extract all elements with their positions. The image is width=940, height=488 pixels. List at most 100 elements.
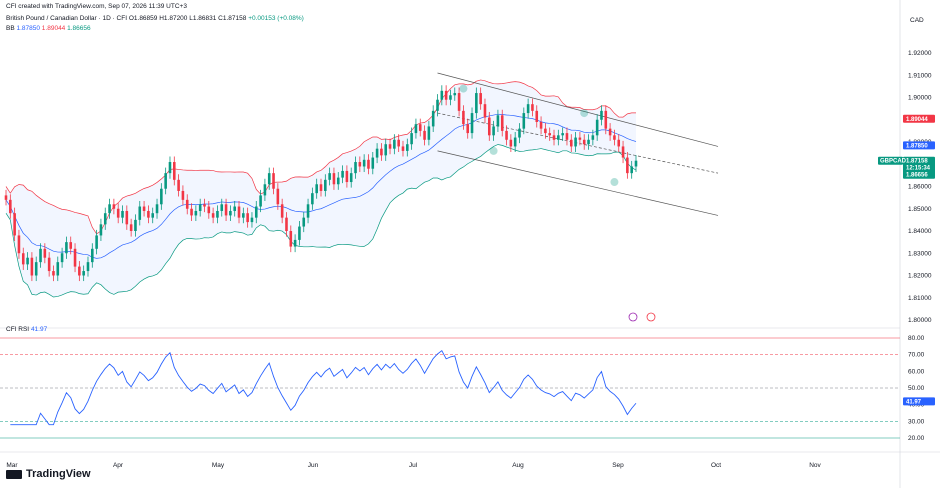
candle[interactable] [211,207,215,224]
candle[interactable] [626,152,629,179]
candle[interactable] [108,198,111,219]
candle[interactable] [526,98,530,119]
candle[interactable] [272,167,275,195]
candle[interactable] [142,200,146,217]
candle[interactable] [349,167,353,188]
candle[interactable] [336,172,340,190]
candles[interactable] [4,85,638,282]
candle[interactable] [466,118,470,139]
candle[interactable] [73,243,77,273]
candle[interactable] [293,234,297,253]
candle[interactable] [237,200,241,224]
candle[interactable] [285,212,288,237]
candle[interactable] [522,107,526,135]
candle[interactable] [164,167,167,195]
candle[interactable] [17,229,21,259]
candle[interactable] [557,129,560,146]
candle[interactable] [367,154,370,175]
candle[interactable] [86,256,90,277]
candle[interactable] [613,129,616,146]
candle[interactable] [203,198,206,213]
candle[interactable] [233,200,236,217]
tradingview-logo[interactable]: TradingView [6,468,91,480]
candle[interactable] [315,178,318,199]
candle[interactable] [406,138,409,157]
candle[interactable] [457,87,461,117]
candle[interactable] [401,140,405,157]
candle[interactable] [168,156,172,179]
price-axis[interactable]: 1.80000 1.81000 1.82000 1.83000 1.84000 1.850… [908,50,932,324]
candle[interactable] [595,114,599,141]
candle[interactable] [324,174,327,197]
candle[interactable] [259,189,262,213]
candle[interactable] [621,140,625,164]
candle[interactable] [39,243,42,268]
candle[interactable] [431,105,435,132]
candle[interactable] [99,218,103,242]
candle[interactable] [280,198,284,224]
candle[interactable] [9,194,12,219]
candle[interactable] [190,203,193,221]
candle[interactable] [410,127,413,150]
candle[interactable] [539,116,543,135]
candle[interactable] [509,134,513,153]
candle[interactable] [177,174,180,197]
candle[interactable] [535,105,539,128]
candle[interactable] [427,120,431,146]
candle[interactable] [393,134,396,155]
candle[interactable] [138,200,142,226]
candle[interactable] [548,127,551,141]
candle[interactable] [371,152,375,175]
candle[interactable] [26,252,29,270]
candle[interactable] [505,125,508,146]
candle[interactable] [388,138,392,155]
candle[interactable] [155,198,159,219]
candle[interactable] [216,205,219,224]
candle[interactable] [569,134,573,153]
candle[interactable] [449,89,452,106]
candle[interactable] [587,134,590,150]
candle[interactable] [181,185,185,206]
candle[interactable] [319,178,323,197]
candle[interactable] [578,131,582,146]
candle[interactable] [151,207,155,224]
candle[interactable] [604,105,608,135]
candle[interactable] [513,131,517,153]
candle[interactable] [544,123,547,139]
candle[interactable] [4,189,8,206]
candle[interactable] [397,134,400,153]
candle[interactable] [518,123,521,144]
candle[interactable] [267,167,271,190]
candle[interactable] [116,203,120,224]
candle[interactable] [160,183,163,210]
candle[interactable] [276,183,280,210]
candle[interactable] [470,107,474,139]
candle[interactable] [56,256,60,282]
candle[interactable] [332,167,336,190]
candle[interactable] [47,252,51,277]
candle[interactable] [561,127,564,141]
candle[interactable] [198,198,202,217]
candle[interactable] [358,156,362,173]
candle[interactable] [185,194,189,215]
candle[interactable] [52,265,55,282]
candle[interactable] [600,105,603,126]
candle[interactable] [531,98,534,117]
candle[interactable] [254,200,258,224]
candle[interactable] [65,236,68,259]
candle[interactable] [582,134,586,150]
candle[interactable] [345,165,349,188]
candle[interactable] [147,205,150,224]
candle[interactable] [483,98,487,124]
candle[interactable] [552,129,556,146]
candle[interactable] [246,207,249,228]
candle[interactable] [134,214,137,237]
candle[interactable] [263,178,267,201]
candle[interactable] [103,207,107,230]
candle[interactable] [591,129,595,146]
candle[interactable] [194,205,198,221]
candle[interactable] [95,229,98,255]
candle[interactable] [479,87,482,110]
candle[interactable] [91,243,94,268]
